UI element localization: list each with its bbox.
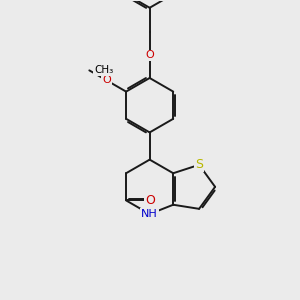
Text: S: S — [195, 158, 203, 171]
Text: O: O — [102, 75, 111, 85]
Text: O: O — [145, 194, 155, 207]
Text: O: O — [145, 50, 154, 60]
Text: CH₃: CH₃ — [94, 65, 113, 75]
Text: NH: NH — [141, 209, 158, 219]
